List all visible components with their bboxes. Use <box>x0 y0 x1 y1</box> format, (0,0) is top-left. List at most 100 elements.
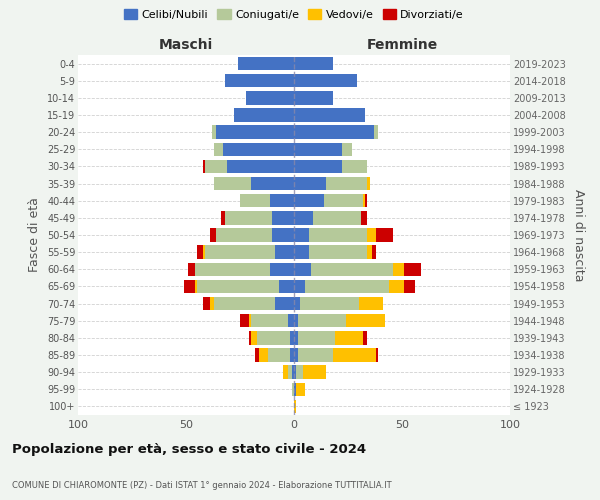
Bar <box>367 246 372 259</box>
Bar <box>221 211 225 224</box>
Bar <box>309 246 367 259</box>
Bar <box>311 262 394 276</box>
Bar <box>301 297 359 310</box>
Bar <box>333 348 376 362</box>
Bar <box>287 366 292 379</box>
Bar <box>214 297 275 310</box>
Bar <box>298 314 346 328</box>
Y-axis label: Anni di nascita: Anni di nascita <box>572 188 585 281</box>
Bar <box>248 314 251 328</box>
Bar <box>216 126 294 139</box>
Bar <box>335 331 363 344</box>
Bar <box>365 194 367 207</box>
Bar <box>294 246 309 259</box>
Bar <box>294 108 365 122</box>
Bar <box>404 262 421 276</box>
Bar <box>272 228 294 241</box>
Y-axis label: Fasce di età: Fasce di età <box>28 198 41 272</box>
Bar <box>203 297 210 310</box>
Bar <box>294 74 356 88</box>
Bar <box>341 160 367 173</box>
Bar <box>287 314 294 328</box>
Bar <box>240 194 270 207</box>
Bar <box>294 91 333 104</box>
Bar <box>294 366 296 379</box>
Bar <box>404 280 415 293</box>
Text: Popolazione per età, sesso e stato civile - 2024: Popolazione per età, sesso e stato civil… <box>12 442 366 456</box>
Bar <box>290 348 294 362</box>
Bar <box>233 108 294 122</box>
Bar <box>374 126 378 139</box>
Bar <box>210 228 216 241</box>
Bar <box>294 57 333 70</box>
Bar <box>259 348 268 362</box>
Bar <box>341 142 352 156</box>
Bar <box>275 297 294 310</box>
Bar <box>240 314 248 328</box>
Bar <box>294 160 341 173</box>
Bar <box>294 400 296 413</box>
Bar <box>294 211 313 224</box>
Text: Maschi: Maschi <box>159 38 213 52</box>
Bar <box>272 211 294 224</box>
Bar <box>292 366 294 379</box>
Bar <box>247 91 294 104</box>
Bar <box>294 382 296 396</box>
Bar <box>294 331 298 344</box>
Bar <box>294 126 374 139</box>
Bar <box>214 142 223 156</box>
Bar <box>346 314 385 328</box>
Bar <box>184 280 194 293</box>
Bar <box>188 262 194 276</box>
Bar <box>194 280 197 293</box>
Bar <box>309 228 367 241</box>
Bar <box>203 160 205 173</box>
Bar <box>227 160 294 173</box>
Bar <box>205 160 227 173</box>
Bar <box>294 297 301 310</box>
Bar <box>283 366 287 379</box>
Bar <box>223 142 294 156</box>
Bar <box>205 246 275 259</box>
Bar <box>363 194 365 207</box>
Bar <box>248 331 251 344</box>
Text: COMUNE DI CHIAROMONTE (PZ) - Dati ISTAT 1° gennaio 2024 - Elaborazione TUTTITALI: COMUNE DI CHIAROMONTE (PZ) - Dati ISTAT … <box>12 480 392 490</box>
Bar <box>197 280 279 293</box>
Bar <box>367 228 376 241</box>
Bar <box>326 177 367 190</box>
Bar <box>225 211 272 224</box>
Bar <box>270 262 294 276</box>
Bar <box>203 246 205 259</box>
Bar <box>194 262 270 276</box>
Bar <box>372 246 376 259</box>
Bar <box>359 297 383 310</box>
Bar <box>255 348 259 362</box>
Bar <box>279 280 294 293</box>
Bar <box>296 382 305 396</box>
Bar <box>298 348 333 362</box>
Bar <box>294 314 298 328</box>
Bar <box>294 348 298 362</box>
Text: Femmine: Femmine <box>367 38 437 52</box>
Bar <box>212 126 216 139</box>
Bar <box>389 280 404 293</box>
Bar <box>270 194 294 207</box>
Bar <box>251 177 294 190</box>
Bar <box>302 366 326 379</box>
Bar <box>313 211 361 224</box>
Bar <box>294 280 305 293</box>
Bar <box>298 331 335 344</box>
Bar <box>257 331 290 344</box>
Bar <box>294 142 341 156</box>
Legend: Celibi/Nubili, Coniugati/e, Vedovi/e, Divorziati/e: Celibi/Nubili, Coniugati/e, Vedovi/e, Di… <box>119 5 469 24</box>
Bar <box>363 331 367 344</box>
Bar <box>216 228 272 241</box>
Bar <box>324 194 363 207</box>
Bar <box>251 314 287 328</box>
Bar <box>290 331 294 344</box>
Bar <box>394 262 404 276</box>
Bar <box>214 177 251 190</box>
Bar <box>292 382 294 396</box>
Bar <box>296 366 302 379</box>
Bar <box>376 348 378 362</box>
